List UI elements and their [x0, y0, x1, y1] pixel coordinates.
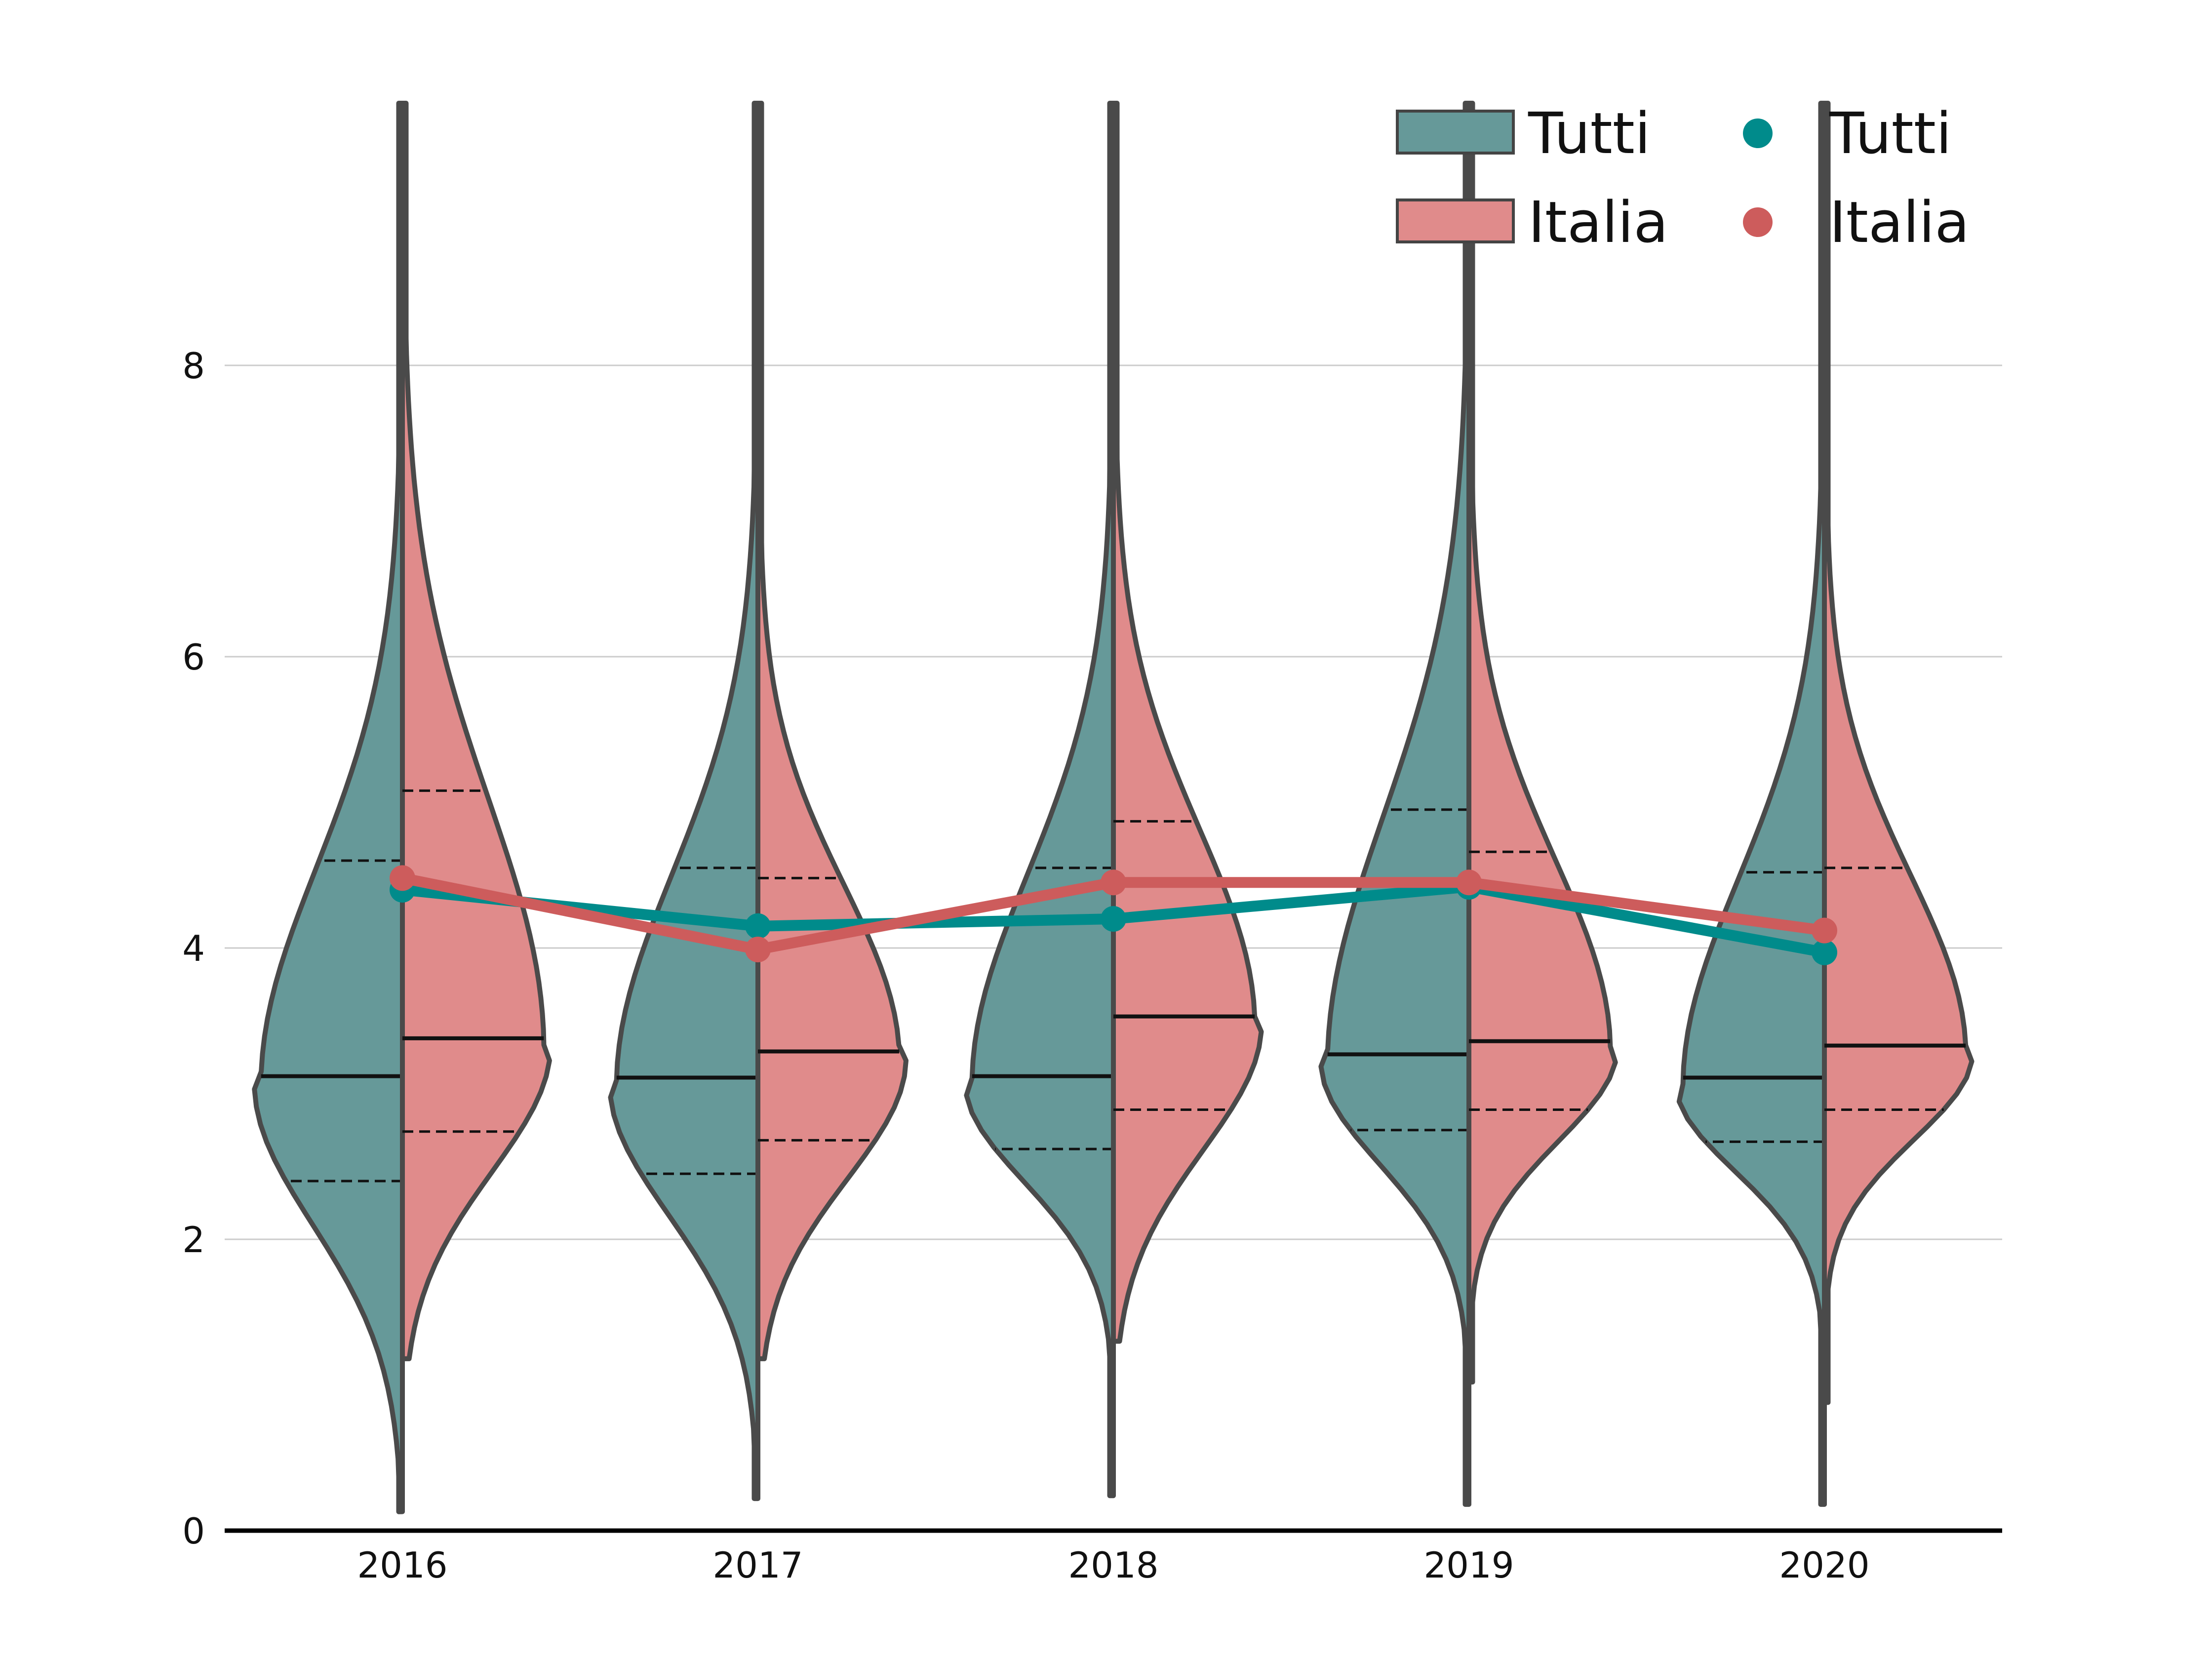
legend: Tutti Italia Tutti Italia — [1396, 101, 1970, 256]
legend-label: Tutti — [1528, 101, 1651, 167]
y-tick-label: 4 — [182, 928, 205, 969]
y-tick-label: 8 — [182, 345, 205, 387]
violin-italia-2019 — [1466, 101, 1618, 1385]
legend-label: Italia — [1528, 190, 1668, 256]
y-tick-label: 0 — [182, 1510, 205, 1552]
mean-lines — [390, 865, 1837, 965]
x-tick-label: 2016 — [357, 1544, 447, 1586]
point-tutti-2020 — [1812, 939, 1837, 965]
violin-tutti-2016 — [252, 101, 405, 1514]
x-tick-label: 2019 — [1423, 1544, 1514, 1586]
y-tick-label: 6 — [182, 636, 205, 678]
point-tutti-2018 — [1101, 906, 1126, 932]
violins — [252, 101, 1975, 1514]
x-tick-label: 2017 — [712, 1544, 803, 1586]
point-italia-2017 — [745, 936, 771, 962]
x-tick-label: 2020 — [1779, 1544, 1869, 1586]
violin-italia-2017 — [755, 101, 908, 1361]
point-italia-2019 — [1456, 869, 1482, 896]
violin-tutti-2018 — [964, 101, 1116, 1499]
legend-marker-italia — [1743, 207, 1773, 237]
point-italia-2018 — [1101, 869, 1126, 896]
y-tick-label: 2 — [182, 1219, 205, 1261]
point-tutti-2017 — [745, 913, 771, 939]
legend-swatch-tutti — [1396, 110, 1515, 155]
violin-italia-2016 — [400, 101, 552, 1361]
x-tick-label: 2018 — [1068, 1544, 1158, 1586]
violin-italia-2018 — [1111, 101, 1264, 1344]
violin-tutti-2020 — [1676, 101, 1827, 1507]
violin-tutti-2019 — [1318, 101, 1471, 1507]
legend-marker-tutti — [1743, 118, 1773, 148]
violin-italia-2020 — [1822, 101, 1975, 1405]
violin-tutti-2017 — [608, 101, 760, 1501]
axes: 0 2 4 6 8 2016 2017 2018 2019 2020 — [182, 345, 2002, 1586]
point-italia-2020 — [1812, 917, 1837, 944]
legend-label: Italia — [1829, 190, 1970, 256]
legend-swatch-italia — [1396, 198, 1515, 243]
point-italia-2016 — [390, 865, 415, 891]
legend-label: Tutti — [1829, 101, 1952, 167]
